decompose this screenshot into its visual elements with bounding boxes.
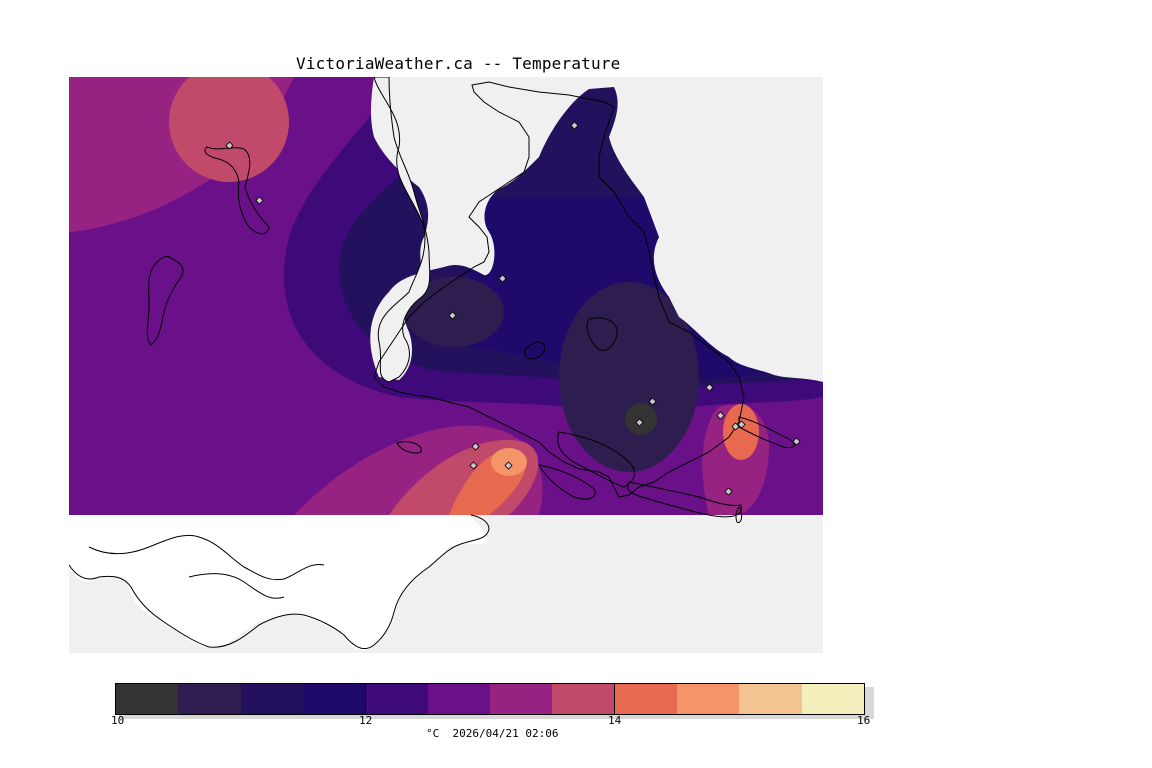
- southern-landmass: [69, 515, 488, 651]
- station-marker[interactable]: [705, 383, 714, 392]
- temperature-map-svg: [69, 77, 823, 653]
- colorbar-tick-label: 12: [359, 714, 373, 727]
- station-marker[interactable]: [648, 397, 657, 406]
- station-marker[interactable]: [731, 422, 740, 431]
- colorbar-segment: [801, 684, 864, 714]
- colorbar-segment: [552, 684, 615, 714]
- colorbar-segment: [489, 684, 553, 714]
- colorbar-segment: [302, 684, 366, 714]
- temperature-map: [69, 77, 823, 653]
- station-marker[interactable]: [716, 411, 725, 420]
- colorbar-tick-label: 16: [857, 714, 871, 727]
- station-marker[interactable]: [570, 121, 579, 130]
- colorbar-segment: [240, 684, 303, 714]
- colorbar-segment: [116, 684, 179, 714]
- colorbar-segment: [614, 684, 677, 714]
- colorbar-segments: [115, 683, 865, 715]
- station-marker[interactable]: [469, 461, 478, 470]
- colorbar: [115, 683, 865, 715]
- colorbar-tick-label: 10: [111, 714, 125, 727]
- station-marker[interactable]: [635, 418, 644, 427]
- colorbar-tick-label: 14: [608, 714, 622, 727]
- coastlines: [370, 77, 823, 498]
- station-marker[interactable]: [471, 442, 480, 451]
- colorbar-segment: [427, 684, 490, 714]
- station-marker[interactable]: [792, 437, 801, 446]
- station-marker[interactable]: [737, 420, 746, 429]
- colorbar-segment: [676, 684, 740, 714]
- islands: [146, 146, 795, 524]
- station-markers: [225, 121, 801, 496]
- station-marker[interactable]: [255, 196, 264, 205]
- station-marker[interactable]: [504, 461, 513, 470]
- station-marker[interactable]: [225, 141, 234, 150]
- station-marker[interactable]: [498, 274, 507, 283]
- units-and-timestamp: °C 2026/04/21 02:06: [426, 727, 559, 740]
- colorbar-tick-mark: [614, 683, 615, 715]
- station-marker[interactable]: [724, 487, 733, 496]
- map-title: VictoriaWeather.ca -- Temperature: [296, 54, 621, 73]
- station-marker[interactable]: [448, 311, 457, 320]
- colorbar-segment: [739, 684, 802, 714]
- colorbar-segment: [178, 684, 241, 714]
- colorbar-tick-mark: [365, 683, 366, 715]
- colorbar-segment: [365, 684, 428, 714]
